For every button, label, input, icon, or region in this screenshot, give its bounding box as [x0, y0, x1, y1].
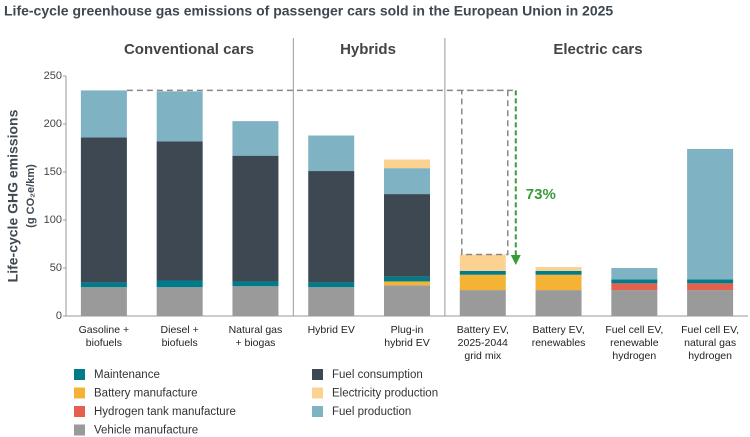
legend-label: Maintenance — [94, 369, 160, 381]
legend-label: Fuel production — [332, 406, 411, 418]
bar-segment — [384, 285, 430, 316]
legend-label: Vehicle manufacture — [94, 425, 198, 437]
bar-segment — [308, 282, 355, 288]
y-tick-label: 0 — [56, 310, 62, 322]
bar-segment — [156, 287, 203, 316]
y-axis-title: Life-cycle GHG emissions — [5, 109, 21, 282]
annotation: 73% — [526, 186, 556, 203]
group-label: Conventional cars — [124, 41, 254, 58]
legend-label: Fuel consumption — [332, 369, 423, 381]
bar-segment — [80, 137, 127, 283]
bar-segment — [687, 279, 734, 284]
x-tick-label: Fuel cell EV, natural gas hydrogen — [681, 324, 739, 362]
bar-segment — [232, 121, 279, 156]
group-label: Hybrids — [340, 41, 396, 58]
legend-swatch — [74, 424, 85, 436]
legend-label: Battery manufacture — [94, 388, 198, 400]
y-tick-label: 50 — [50, 262, 62, 274]
bar-segment — [459, 290, 506, 316]
bar-segment — [535, 274, 582, 291]
legend-label: Electricity production — [332, 388, 438, 400]
bar-segment — [384, 168, 430, 195]
bar-segment — [459, 274, 506, 291]
legend-swatch — [312, 406, 323, 417]
bar-segment — [80, 282, 127, 288]
group-label: Electric cars — [553, 41, 642, 58]
x-tick-label: Hybrid EV — [308, 324, 355, 336]
y-tick-label: 100 — [44, 214, 62, 226]
bar-segment — [308, 171, 355, 283]
legend-swatch — [74, 406, 85, 417]
bar-segment — [459, 254, 506, 271]
bar-segment — [80, 287, 127, 316]
y-tick-label: 250 — [44, 70, 62, 82]
legend-swatch — [312, 387, 323, 399]
bar-segment — [232, 286, 279, 316]
bar-segment — [308, 287, 355, 316]
x-tick-label: Battery EV, renewables — [532, 324, 586, 349]
bar-segment — [611, 279, 658, 284]
bar-segment — [611, 268, 658, 280]
x-tick-label: Natural gas + biogas — [229, 324, 283, 349]
legend-swatch — [74, 369, 85, 380]
y-tick-label: 150 — [44, 166, 62, 178]
legend-label: Hydrogen tank manufacture — [94, 406, 236, 418]
arrow-head — [510, 255, 521, 266]
bar-segment — [611, 290, 658, 316]
x-tick-label: Battery EV, 2025-2044 grid mix — [457, 324, 509, 362]
legend-swatch — [312, 369, 323, 380]
bar-segment — [687, 283, 734, 291]
bar-segment — [384, 281, 430, 286]
x-tick-label: Fuel cell EV, renewable hydrogen — [605, 324, 663, 362]
bar-segment — [384, 276, 430, 282]
legend-swatch — [74, 387, 85, 399]
bar-segment — [232, 281, 279, 287]
chart-title: Life-cycle greenhouse gas emissions of p… — [4, 3, 613, 19]
bar-segment — [232, 155, 279, 282]
bar-segment — [687, 148, 734, 280]
bar-segment — [535, 267, 582, 271]
bar-segment — [459, 270, 506, 275]
bar-segment — [80, 90, 127, 138]
y-axis-unit: (g CO₂e/km) — [25, 164, 37, 228]
bar-segment — [384, 194, 430, 277]
bar-segment — [156, 280, 203, 288]
bar-segment — [384, 159, 430, 169]
bar-segment — [156, 91, 203, 142]
bar-segment — [535, 270, 582, 275]
x-tick-label: Diesel + biofuels — [161, 324, 199, 349]
x-tick-label: Plug-in hybrid EV — [384, 324, 430, 349]
bar-segment — [156, 141, 203, 281]
x-tick-label: Gasoline + biofuels — [79, 324, 130, 349]
bar-segment — [308, 135, 355, 172]
bar-segment — [535, 290, 582, 316]
y-tick-label: 200 — [44, 118, 62, 130]
bar-segment — [611, 283, 658, 291]
bar-segment — [687, 290, 734, 316]
comparison-box — [126, 89, 516, 256]
